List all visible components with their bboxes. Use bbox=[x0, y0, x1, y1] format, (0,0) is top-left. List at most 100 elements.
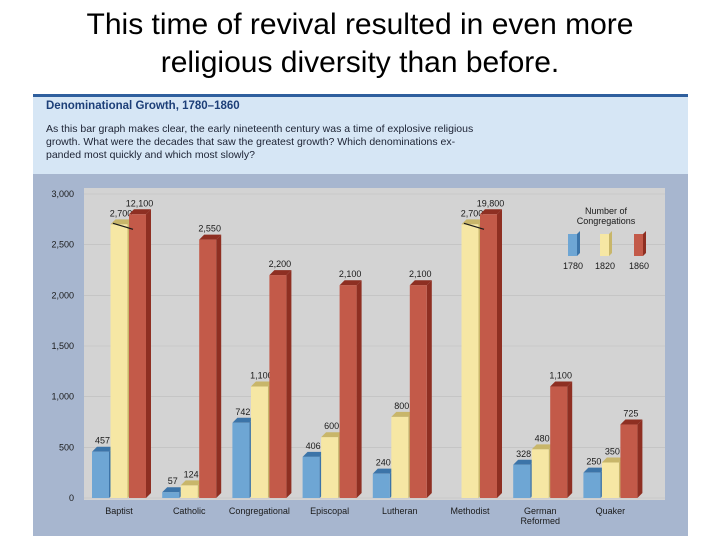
chart-description-line-1: As this bar graph makes clear, the early… bbox=[46, 123, 474, 135]
bar-1780 bbox=[162, 492, 180, 498]
slide-title-line-2: religious diversity than before. bbox=[160, 46, 560, 79]
bar-1860 bbox=[550, 386, 568, 498]
bar-top bbox=[480, 209, 502, 215]
bar-1820 bbox=[531, 449, 549, 498]
data-label: 725 bbox=[623, 409, 638, 419]
x-tick-label: Congregational bbox=[229, 506, 290, 516]
data-label: 19,800 bbox=[477, 198, 505, 208]
bar-1820 bbox=[250, 386, 268, 498]
data-label: 2,700 bbox=[461, 208, 484, 218]
axis-break-mark bbox=[463, 222, 485, 230]
bar-1860 bbox=[339, 285, 357, 498]
legend-swatch-side bbox=[643, 231, 646, 256]
data-label: 350 bbox=[605, 447, 620, 457]
bar-1780 bbox=[583, 472, 601, 498]
data-label: 328 bbox=[516, 449, 531, 459]
bar-top bbox=[232, 417, 255, 423]
bar-1860 bbox=[199, 239, 217, 498]
y-tick-label: 1,500 bbox=[51, 341, 74, 351]
bar-side bbox=[637, 419, 643, 498]
legend-swatch-1780 bbox=[568, 234, 577, 256]
legend-label: 1860 bbox=[629, 261, 649, 271]
bar-1860 bbox=[269, 275, 287, 498]
data-label: 250 bbox=[586, 457, 601, 467]
data-label: 2,550 bbox=[198, 224, 221, 234]
chart-description-line-3: panded most quickly and which most slowl… bbox=[46, 149, 255, 161]
legend-label: 1820 bbox=[595, 261, 615, 271]
legend-swatch-1820 bbox=[600, 234, 609, 256]
x-tick-label: Baptist bbox=[105, 506, 133, 516]
bar-1860 bbox=[409, 285, 427, 498]
chart-title: Denominational Growth, 1780–1860 bbox=[46, 100, 240, 112]
bar-1860 bbox=[129, 214, 146, 498]
bar-top bbox=[550, 381, 573, 387]
x-tick-label: Catholic bbox=[173, 506, 206, 516]
bar-1820 bbox=[180, 485, 198, 498]
bar-top bbox=[250, 381, 273, 387]
bar-top bbox=[321, 432, 344, 438]
data-label: 2,200 bbox=[269, 259, 292, 269]
legend-title: Number of bbox=[585, 206, 628, 216]
data-label: 2,700 bbox=[110, 208, 133, 218]
legend-label: 1780 bbox=[563, 261, 583, 271]
x-tick-label: Reformed bbox=[520, 516, 560, 526]
legend-swatch-side bbox=[577, 231, 580, 256]
bar-1780 bbox=[232, 422, 250, 498]
data-label: 406 bbox=[306, 441, 321, 451]
bar-top bbox=[531, 444, 554, 450]
bar-top bbox=[620, 419, 643, 425]
x-tick-label: German bbox=[524, 506, 557, 516]
bar-side bbox=[426, 280, 432, 498]
legend-swatch-1860 bbox=[634, 234, 643, 256]
axis-break-mark bbox=[112, 222, 134, 230]
chart-description: As this bar graph makes clear, the early… bbox=[46, 123, 546, 162]
bar-top bbox=[110, 219, 133, 225]
x-tick-label: Lutheran bbox=[382, 506, 418, 516]
bar-top bbox=[583, 467, 606, 473]
bar-1780 bbox=[513, 464, 531, 498]
bar-top bbox=[409, 280, 432, 286]
bar-side bbox=[567, 381, 573, 498]
bar-1780 bbox=[372, 473, 390, 498]
bar-1860 bbox=[480, 214, 497, 498]
slide-title: This time of revival resulted in even mo… bbox=[0, 6, 720, 82]
bar-side bbox=[146, 209, 151, 498]
y-tick-label: 2,500 bbox=[51, 240, 74, 250]
chart-description-line-2: growth. What were the decades that saw t… bbox=[46, 136, 456, 148]
data-label: 1,100 bbox=[250, 371, 273, 381]
legend-title: Congregations bbox=[577, 216, 636, 226]
bar-top bbox=[372, 468, 395, 474]
data-label: 2,100 bbox=[339, 269, 362, 279]
data-label: 457 bbox=[95, 436, 110, 446]
bar-top bbox=[162, 487, 185, 493]
bar-top bbox=[269, 270, 292, 276]
x-tick-label: Methodist bbox=[450, 506, 490, 516]
data-label: 480 bbox=[535, 433, 550, 443]
bar-top bbox=[601, 457, 624, 463]
bar-1820 bbox=[601, 462, 619, 498]
data-label: 124 bbox=[184, 469, 199, 479]
bar-top bbox=[391, 411, 414, 417]
bar-side bbox=[216, 234, 222, 498]
bar-top bbox=[339, 280, 362, 286]
bar-1860 bbox=[620, 424, 638, 498]
y-tick-label: 2,000 bbox=[51, 290, 74, 300]
data-label: 800 bbox=[394, 401, 409, 411]
bar-1820 bbox=[321, 437, 339, 498]
bar-1820 bbox=[110, 224, 128, 498]
bar-top bbox=[513, 459, 536, 465]
bar-top bbox=[129, 209, 151, 215]
bar-top bbox=[199, 234, 222, 240]
data-label: 57 bbox=[168, 476, 178, 486]
bar-1820 bbox=[461, 224, 479, 498]
x-tick-label: Episcopal bbox=[310, 506, 349, 516]
bar-1780 bbox=[302, 456, 320, 498]
data-label: 600 bbox=[324, 421, 339, 431]
bar-top bbox=[92, 446, 114, 452]
x-tick-label: Quaker bbox=[596, 506, 626, 516]
bar-top bbox=[302, 451, 325, 457]
chart-header-box bbox=[33, 94, 688, 174]
y-tick-label: 0 bbox=[69, 493, 74, 503]
y-tick-label: 3,000 bbox=[51, 189, 74, 199]
